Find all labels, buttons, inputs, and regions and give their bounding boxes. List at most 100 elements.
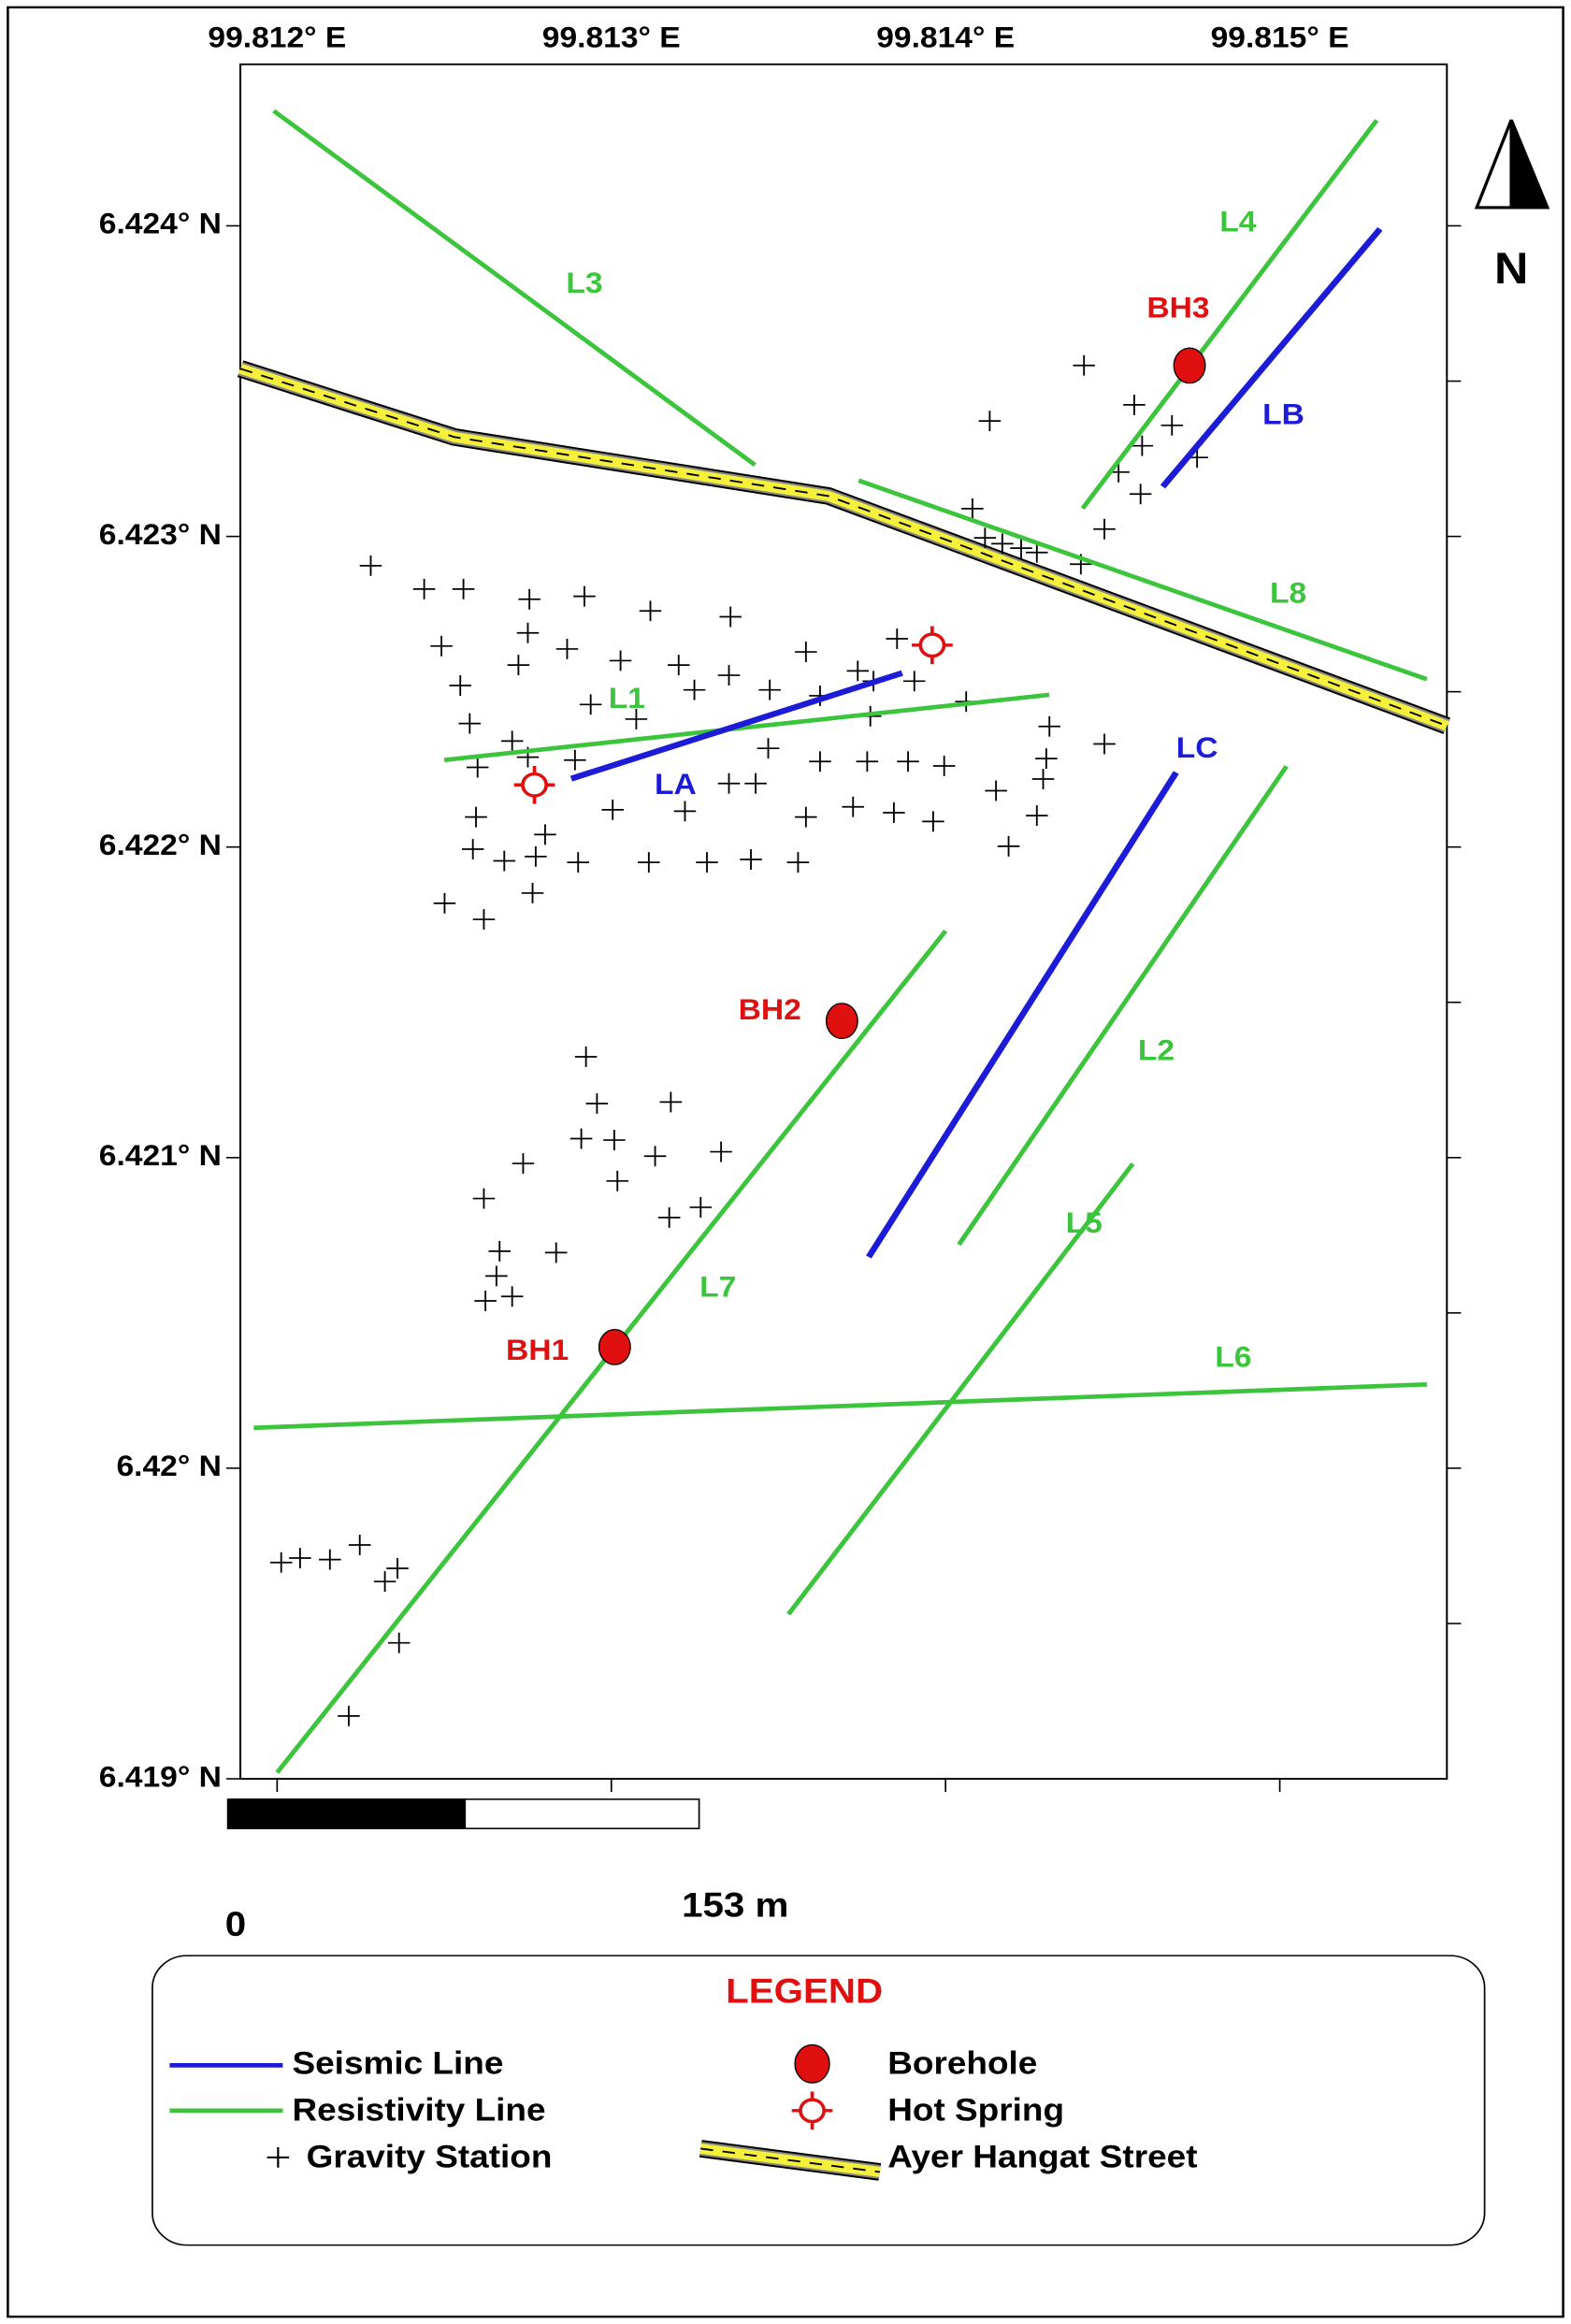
borehole-label: BH1 [506, 1334, 569, 1366]
gravity-station [717, 772, 741, 794]
line-label: L5 [1066, 1206, 1103, 1239]
gravity-stations [269, 354, 1208, 1726]
gravity-station [521, 882, 544, 903]
north-label: N [1494, 245, 1528, 294]
street-centerline [239, 368, 1448, 728]
gravity-station [795, 806, 817, 828]
gravity-station [842, 796, 864, 817]
gravity-station [606, 1170, 628, 1191]
gravity-station [500, 730, 524, 752]
gravity-station [458, 713, 482, 734]
gravity-station [1131, 435, 1154, 456]
gravity-station [903, 671, 926, 692]
gravity-station [507, 655, 530, 676]
gravity-station [689, 1197, 713, 1218]
seismic-line [569, 670, 903, 782]
line-label: L7 [699, 1271, 736, 1304]
gravity-station [452, 578, 475, 599]
gravity-station [846, 660, 870, 682]
gravity-station [696, 852, 718, 873]
hot-spring-ring [799, 2098, 827, 2124]
gravity-station [683, 679, 706, 700]
lat-tick-label: 6.419° N [99, 1760, 222, 1793]
legend-seismic: Seismic Line [292, 2045, 503, 2082]
gravity-station [569, 1128, 593, 1149]
gravity-station [518, 588, 540, 610]
gravity-station [1093, 518, 1116, 540]
gravity-station [643, 1146, 667, 1167]
legend-street: Ayer Hangat Street [887, 2139, 1197, 2175]
scale-bar-white [464, 1798, 700, 1829]
gravity-station [1035, 748, 1058, 770]
borehole [825, 1003, 858, 1040]
gravity-station [668, 655, 690, 676]
gravity-station [1123, 394, 1146, 415]
line-label: L3 [566, 267, 602, 299]
gravity-station [338, 1705, 360, 1726]
lat-tick-label: 6.424° N [99, 208, 222, 240]
gravity-station [883, 802, 905, 823]
gravity-station [466, 757, 489, 778]
line-label: LA [655, 768, 697, 801]
gravity-station [973, 527, 997, 549]
gravity-station [609, 650, 632, 671]
gravity-station [922, 811, 944, 832]
lat-tick-label: 6.42° N [116, 1450, 221, 1482]
gravity-station [485, 1265, 508, 1287]
scale-end: 153 m [682, 1886, 788, 1925]
hot-spring [513, 765, 555, 804]
gravity-station [386, 1558, 409, 1579]
gravity-station [897, 751, 919, 772]
gravity-station [512, 1153, 535, 1175]
gravity-station [1160, 414, 1184, 436]
map-frame [239, 63, 1448, 1780]
gravity-station [603, 1130, 626, 1150]
borehole [598, 1329, 631, 1365]
gravity-station [717, 665, 741, 686]
gravity-station [1038, 715, 1060, 737]
gravity-station [472, 1188, 496, 1209]
gravity-station [809, 751, 831, 772]
gravity-station [449, 675, 471, 696]
gravity-station [625, 709, 648, 729]
resistivity-line [957, 765, 1289, 1247]
gravity-station [978, 411, 1002, 432]
gravity-station [465, 806, 487, 828]
gravity-station [488, 1240, 511, 1262]
gravity-station [359, 555, 382, 576]
gravity-station [472, 909, 496, 930]
gravity-station [886, 628, 909, 649]
gravity-station [387, 1632, 411, 1653]
legend-hot-spring-swatch [791, 2091, 833, 2130]
line-label: LC [1176, 731, 1218, 764]
gravity-station [719, 606, 742, 628]
legend-gravity: Gravity Station [307, 2139, 553, 2175]
gravity-station [319, 1549, 341, 1570]
hot-spring-ring [521, 772, 549, 798]
gravity-station [991, 533, 1014, 555]
line-label: L4 [1219, 205, 1256, 238]
line-label: LB [1262, 398, 1304, 431]
gravity-station [461, 839, 484, 859]
legend-borehole-swatch [794, 2043, 830, 2084]
gravity-station [961, 498, 984, 519]
gravity-station [269, 1552, 293, 1573]
gravity-station [795, 642, 817, 662]
legend-borehole: Borehole [887, 2045, 1037, 2082]
gravity-station [673, 801, 697, 822]
gravity-station [544, 1242, 568, 1263]
seismic-line [866, 771, 1179, 1259]
seismic-line [1160, 226, 1383, 489]
lat-tick-label: 6.422° N [99, 829, 222, 861]
gravity-station [740, 849, 762, 870]
gravity-station [289, 1548, 311, 1568]
gravity-station [757, 738, 780, 759]
legend-street-swatch [699, 2140, 882, 2181]
hot-spring [912, 626, 953, 665]
borehole-label: BH3 [1146, 292, 1209, 325]
gravity-station [657, 1206, 681, 1228]
hot-spring [791, 2091, 833, 2130]
scale-start: 0 [225, 1905, 246, 1943]
gravity-station [564, 749, 586, 771]
lat-tick-label: 6.423° N [99, 518, 222, 551]
